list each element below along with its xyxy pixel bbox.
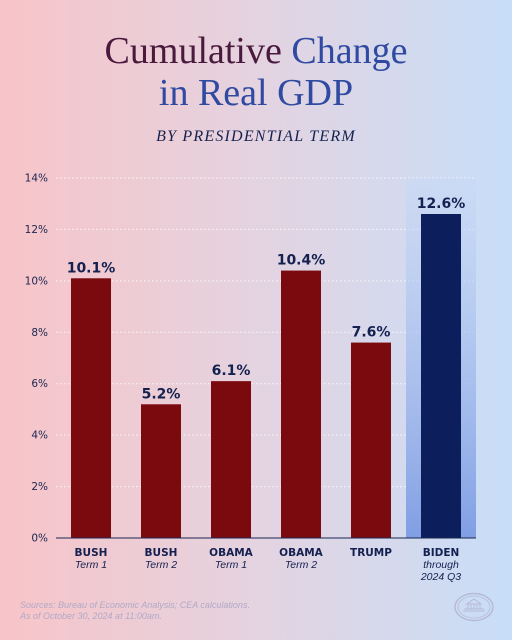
y-tick-label: 4% [31, 430, 48, 442]
title-word-change: Change [291, 30, 408, 72]
y-tick-label: 12% [25, 224, 48, 236]
x-tick-sublabel: Term 2 [285, 559, 317, 571]
x-tick-sublabel: Term 1 [75, 559, 107, 571]
gdp-bar-chart: 0% 2% 4% 6% 8% 10% 12% 14% 10.1% 5.2% 6.1% 10.4% 7.… [25, 173, 476, 583]
bar-value-label: 10.4% [277, 253, 326, 269]
y-tick-label: 6% [31, 378, 48, 390]
x-tick-label: BUSH [145, 547, 178, 559]
bar-value-label: 5.2% [142, 386, 181, 402]
bar-value-label: 7.6% [352, 325, 391, 341]
x-tick-sublabel: Term 2 [145, 559, 177, 571]
chart-subtitle: BY PRESIDENTIAL TERM [156, 128, 356, 145]
x-tick-sublabel: Term 1 [215, 559, 247, 571]
y-axis-ticks: 0% 2% 4% 6% 8% 10% 12% 14% [25, 173, 48, 545]
x-tick-label: BIDEN [423, 547, 460, 559]
bar [421, 214, 461, 538]
sources-line-2: As of October 30, 2024 at 11:00am. [20, 611, 162, 621]
chart-title: Cumulative Change in Real GDP [0, 30, 512, 114]
bar [71, 278, 111, 538]
y-tick-label: 14% [25, 173, 48, 185]
sources-note: Sources: Bureau of Economic Analysis; CE… [20, 600, 250, 622]
y-tick-label: 10% [25, 275, 48, 287]
sources-line-1: Sources: Bureau of Economic Analysis; CE… [20, 600, 250, 610]
bar-value-label: 6.1% [212, 363, 251, 379]
title-word-cumulative: Cumulative [104, 30, 282, 72]
y-tick-label: 2% [31, 481, 48, 493]
x-tick-sublabel: 2024 Q3 [420, 571, 461, 583]
bar-value-label: 12.6% [417, 196, 466, 212]
white-house-seal-icon [454, 592, 494, 622]
bar-value-labels: 10.1% 5.2% 6.1% 10.4% 7.6% 12.6% [67, 196, 466, 402]
bar [281, 270, 321, 538]
title-line-2: in Real GDP [158, 72, 354, 114]
x-tick-sublabel: through [423, 559, 459, 571]
y-tick-label: 0% [31, 533, 48, 545]
bar-value-label: 10.1% [67, 260, 116, 276]
bar [211, 381, 251, 538]
x-tick-label: TRUMP [350, 547, 392, 559]
bar [141, 404, 181, 538]
chart-bars [71, 214, 461, 538]
x-tick-label: BUSH [75, 547, 108, 559]
x-tick-label: OBAMA [279, 547, 324, 559]
bar [351, 342, 391, 538]
x-tick-label: OBAMA [209, 547, 254, 559]
y-tick-label: 8% [31, 327, 48, 339]
